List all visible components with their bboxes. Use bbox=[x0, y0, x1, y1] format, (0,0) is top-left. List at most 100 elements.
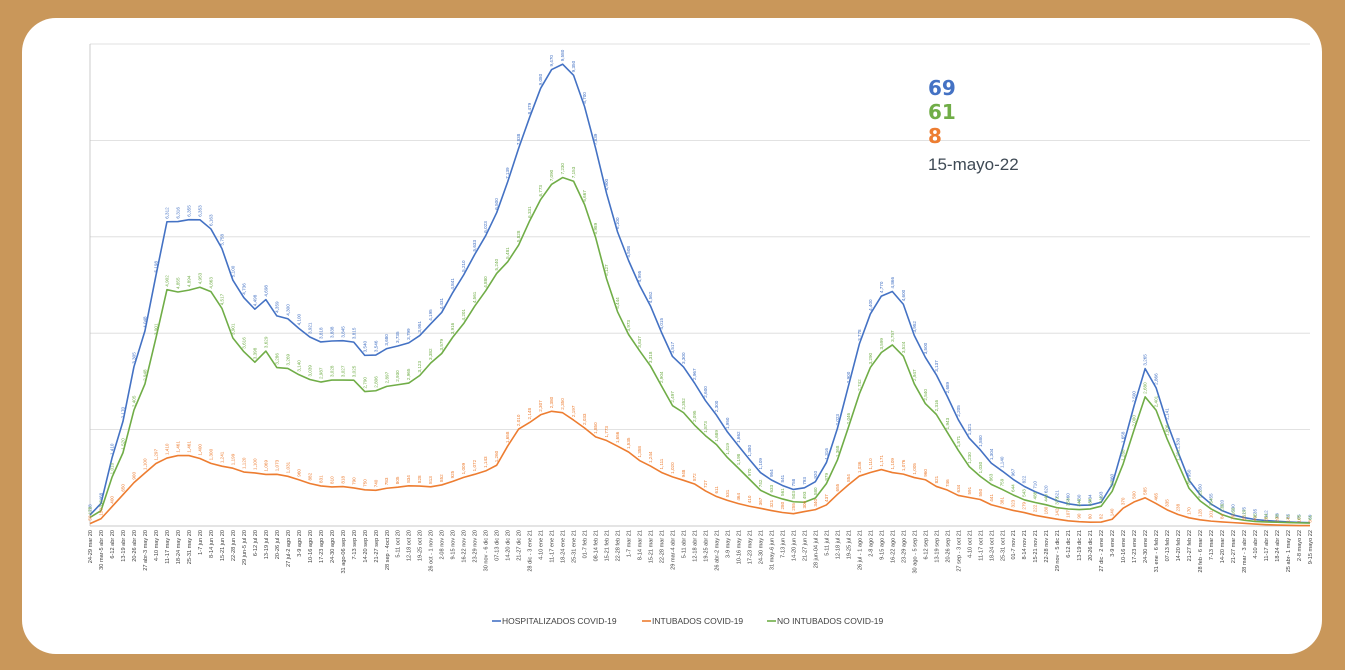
data-label: 841 bbox=[780, 474, 785, 482]
data-label: 1,821 bbox=[967, 423, 972, 435]
data-label: 3,921 bbox=[307, 322, 312, 334]
data-label: 2,500 bbox=[1132, 391, 1137, 403]
data-label: 585 bbox=[1143, 487, 1148, 495]
data-label: 1,580 bbox=[978, 435, 983, 447]
data-label: 20 bbox=[1275, 516, 1280, 522]
data-label: 367 bbox=[758, 497, 763, 505]
data-label: 2,742 bbox=[857, 379, 862, 391]
x-tick-label: 15-21 nov 21 bbox=[1033, 530, 1039, 563]
data-label: 1,100 bbox=[252, 458, 257, 470]
axes bbox=[89, 44, 1310, 527]
x-tick-label: 14-20 feb 22 bbox=[1176, 530, 1182, 561]
data-label: 222 bbox=[1033, 504, 1038, 512]
data-label: 3,500 bbox=[923, 342, 928, 354]
data-label: 1,009 bbox=[461, 462, 466, 474]
data-label: 2,987 bbox=[318, 367, 323, 379]
data-label: 1,368 bbox=[835, 445, 840, 457]
data-label: 818 bbox=[340, 475, 345, 483]
data-label: 3,735 bbox=[395, 331, 400, 343]
data-label: 790 bbox=[351, 477, 356, 485]
data-label: 3,286 bbox=[274, 353, 279, 365]
x-tick-label: 11-17 ene 21 bbox=[550, 530, 556, 563]
data-label: 1,658 bbox=[505, 431, 510, 443]
x-tick-label: 8-14 jun 20 bbox=[209, 530, 215, 558]
data-label: 4,562 bbox=[648, 291, 653, 303]
data-label: 2,900 bbox=[846, 371, 851, 383]
data-label: 1,806 bbox=[1165, 424, 1170, 436]
x-tick-label: 19-25 abr 21 bbox=[703, 530, 709, 562]
data-label: 493 bbox=[1099, 491, 1104, 499]
x-tick-label: 16-22 ago 21 bbox=[890, 530, 896, 563]
data-label: 720 bbox=[1110, 480, 1115, 488]
data-label: 1,358 bbox=[637, 446, 642, 458]
x-tick-label: 9-15 nov 20 bbox=[451, 530, 457, 560]
data-label: 950 bbox=[1187, 469, 1192, 477]
data-label: 78 bbox=[1275, 514, 1280, 520]
data-label: 4,300 bbox=[285, 304, 290, 316]
x-tick-label: 27 jul-2 ago 20 bbox=[286, 530, 292, 567]
x-tick-label: 19-25 jul 21 bbox=[846, 530, 852, 559]
x-tick-label: 31 ene - 6 feb 22 bbox=[1154, 530, 1160, 572]
data-label: 561 bbox=[780, 488, 785, 496]
x-tick-label: 28 dic - 3 ene 21 bbox=[528, 530, 534, 572]
data-label: 40 bbox=[1253, 516, 1258, 522]
data-label: 4,201 bbox=[461, 309, 466, 321]
x-tick-label: 21-27 dic 20 bbox=[517, 530, 523, 561]
data-label: 323 bbox=[1011, 499, 1016, 507]
data-label: 5,633 bbox=[472, 240, 477, 252]
data-label: 1,535 bbox=[626, 437, 631, 449]
x-tick-label: 29 nov - 5 dic 21 bbox=[1055, 530, 1061, 571]
data-label: 10 bbox=[1297, 517, 1302, 523]
data-label: 1,530 bbox=[1176, 437, 1181, 449]
x-tick-label: 07-13 feb 22 bbox=[1165, 530, 1171, 561]
x-tick-label: 18-24 oct 21 bbox=[989, 530, 995, 561]
data-label: 854 bbox=[846, 474, 851, 482]
x-tick-label: 16-22 nov 20 bbox=[462, 530, 468, 563]
data-label: 236 bbox=[1220, 504, 1225, 512]
data-label: 655 bbox=[835, 483, 840, 491]
data-label: 6,100 bbox=[615, 217, 620, 229]
legend-label: INTUBADOS COVID-19 bbox=[652, 616, 743, 626]
data-label: 1,656 bbox=[615, 431, 620, 443]
x-tick-label: 27 dic - 2 ene 22 bbox=[1099, 530, 1105, 572]
data-label: 1,380 bbox=[747, 445, 752, 457]
data-label: 4,698 bbox=[263, 285, 268, 297]
data-label: 178 bbox=[88, 506, 93, 514]
x-tick-label: 4-10 oct 21 bbox=[967, 530, 973, 558]
data-label: 879 bbox=[824, 473, 829, 481]
x-tick-label: 6-12 sep 21 bbox=[923, 530, 929, 560]
x-tick-label: 20-26 abr 20 bbox=[132, 530, 138, 562]
data-label: 1,850 bbox=[593, 422, 598, 434]
data-label: 437 bbox=[824, 494, 829, 502]
data-label: 2,540 bbox=[923, 389, 928, 401]
x-tick-label: 2-08 nov 20 bbox=[440, 530, 446, 560]
data-label: 3,757 bbox=[890, 330, 895, 342]
data-label: 85 bbox=[1286, 513, 1291, 519]
data-label: 353 bbox=[1066, 498, 1071, 506]
data-label: 1,109 bbox=[758, 458, 763, 470]
data-label: 65 bbox=[1297, 514, 1302, 520]
data-label: 5,508 bbox=[626, 246, 631, 258]
data-label: 611 bbox=[714, 486, 719, 494]
data-label: 9,580 bbox=[560, 49, 565, 61]
data-label: 1,689 bbox=[714, 430, 719, 442]
data-label: 354 bbox=[1209, 498, 1214, 506]
data-label: 1,120 bbox=[241, 457, 246, 469]
x-tick-label: 12-18 oct 20 bbox=[407, 530, 413, 561]
data-label: 4,866 bbox=[890, 277, 895, 289]
data-label: 75 bbox=[1297, 514, 1302, 520]
data-label: 140 bbox=[1110, 508, 1115, 516]
data-label: 2,316 bbox=[934, 399, 939, 411]
data-label: 4,863 bbox=[208, 277, 213, 289]
data-label: 3,025 bbox=[351, 365, 356, 377]
data-label: 831 bbox=[318, 475, 323, 483]
x-tick-label: 1-7 jun 20 bbox=[198, 530, 204, 555]
data-label: 6,500 bbox=[494, 198, 499, 210]
data-label: 2,307 bbox=[538, 400, 543, 412]
data-label: 1,292 bbox=[1176, 449, 1181, 461]
data-label: 3,546 bbox=[373, 340, 378, 352]
data-label: 120 bbox=[1242, 509, 1247, 517]
data-label: 230 bbox=[1231, 504, 1236, 512]
data-label: 925 bbox=[450, 470, 455, 478]
x-tick-label: 17-23 may 21 bbox=[747, 530, 753, 564]
